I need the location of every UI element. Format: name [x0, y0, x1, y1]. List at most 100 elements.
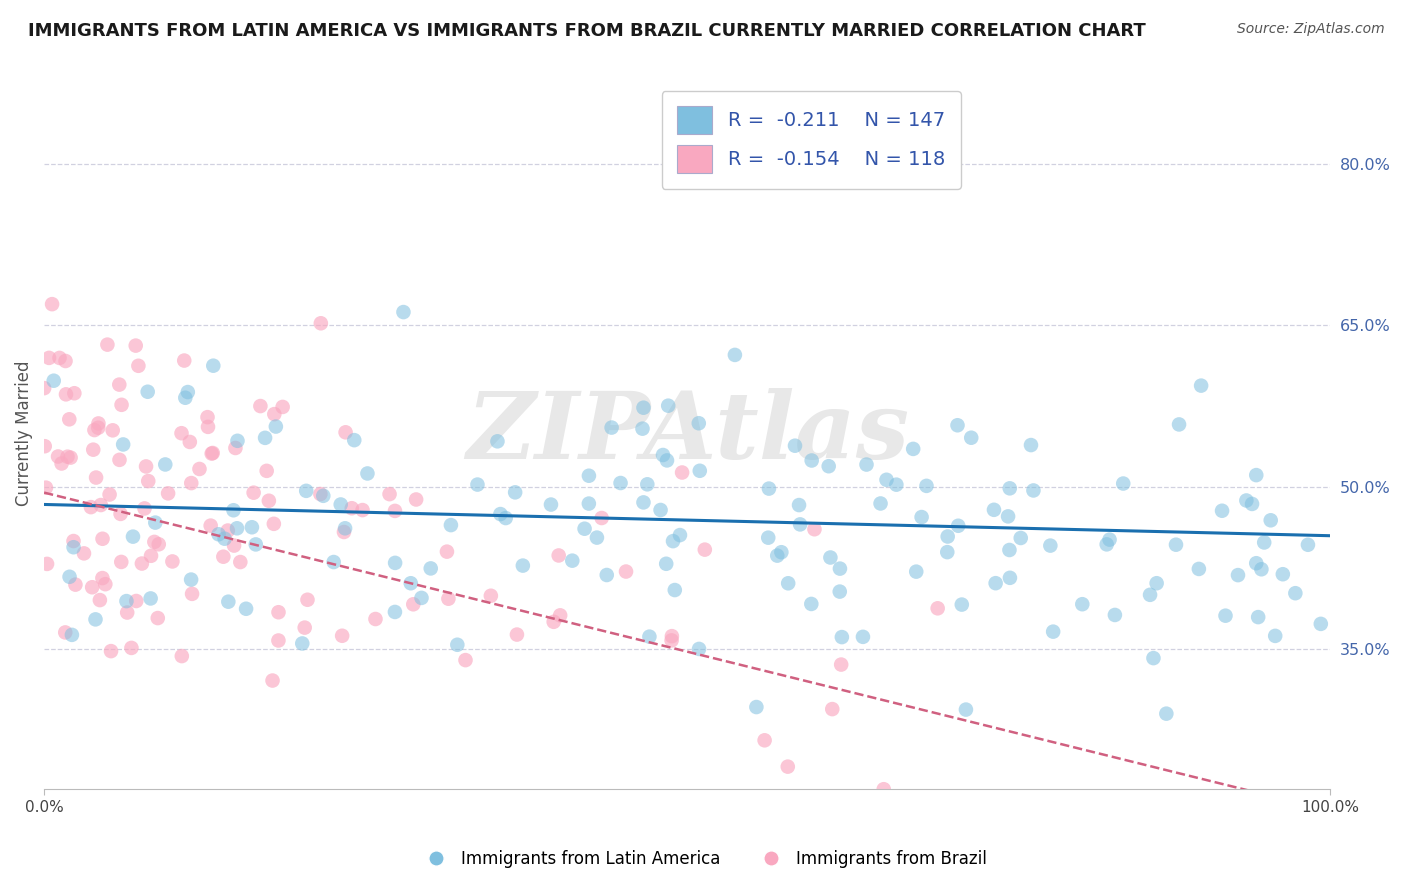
Point	[226, 434, 249, 448]
Point	[125, 594, 148, 608]
Point	[65, 577, 87, 591]
Point	[84, 470, 107, 484]
Point	[96, 337, 118, 351]
Point	[1246, 468, 1268, 483]
Point	[125, 338, 148, 352]
Point	[1253, 535, 1275, 549]
Point	[148, 537, 170, 551]
Point	[59, 450, 82, 465]
Point	[55, 354, 77, 368]
Point	[35, 481, 58, 495]
Point	[58, 570, 80, 584]
Point	[110, 555, 132, 569]
Point	[828, 561, 851, 575]
Point	[983, 503, 1005, 517]
Point	[661, 633, 683, 648]
Point	[669, 528, 692, 542]
Point	[188, 462, 211, 476]
Point	[262, 673, 284, 688]
Point	[436, 544, 458, 558]
Point	[783, 439, 806, 453]
Point	[83, 423, 105, 437]
Point	[46, 450, 69, 464]
Point	[399, 576, 422, 591]
Point	[295, 483, 318, 498]
Point	[256, 464, 278, 478]
Point	[1244, 556, 1267, 570]
Point	[384, 504, 406, 518]
Point	[330, 629, 353, 643]
Point	[84, 612, 107, 626]
Point	[873, 782, 896, 797]
Point	[638, 630, 661, 644]
Point	[655, 453, 678, 467]
Point	[661, 629, 683, 643]
Point	[1168, 417, 1191, 432]
Point	[267, 605, 290, 619]
Point	[633, 401, 655, 415]
Point	[1296, 538, 1319, 552]
Point	[51, 457, 73, 471]
Point	[170, 649, 193, 664]
Point	[869, 496, 891, 510]
Point	[664, 582, 686, 597]
Point	[543, 615, 565, 629]
Point	[392, 305, 415, 319]
Point	[222, 503, 245, 517]
Point	[136, 474, 159, 488]
Point	[94, 577, 117, 591]
Point	[778, 576, 800, 591]
Point	[512, 558, 534, 573]
Point	[134, 501, 156, 516]
Point	[90, 498, 112, 512]
Point	[207, 527, 229, 541]
Point	[294, 621, 316, 635]
Point	[131, 557, 153, 571]
Point	[201, 446, 224, 460]
Point	[87, 417, 110, 431]
Point	[486, 434, 509, 449]
Point	[758, 482, 780, 496]
Point	[202, 359, 225, 373]
Point	[766, 549, 789, 563]
Point	[578, 468, 600, 483]
Point	[101, 423, 124, 437]
Point	[1164, 538, 1187, 552]
Point	[479, 589, 502, 603]
Point	[831, 630, 853, 644]
Point	[212, 549, 235, 564]
Point	[405, 492, 427, 507]
Point	[910, 510, 932, 524]
Point	[1156, 706, 1178, 721]
Point	[506, 627, 529, 641]
Point	[1019, 438, 1042, 452]
Point	[56, 450, 79, 464]
Point	[197, 420, 219, 434]
Point	[1146, 576, 1168, 591]
Point	[631, 422, 654, 436]
Point	[240, 520, 263, 534]
Point	[35, 557, 58, 571]
Point	[110, 398, 132, 412]
Point	[671, 466, 693, 480]
Y-axis label: Currently Married: Currently Married	[15, 360, 32, 506]
Legend: Immigrants from Latin America, Immigrants from Brazil: Immigrants from Latin America, Immigrant…	[413, 844, 993, 875]
Point	[174, 391, 197, 405]
Point	[652, 448, 675, 462]
Point	[98, 487, 121, 501]
Point	[803, 522, 825, 536]
Point	[1284, 586, 1306, 600]
Point	[998, 481, 1021, 495]
Point	[650, 503, 672, 517]
Point	[1189, 378, 1212, 392]
Point	[122, 530, 145, 544]
Point	[876, 473, 898, 487]
Point	[384, 605, 406, 619]
Point	[1010, 531, 1032, 545]
Point	[263, 516, 285, 531]
Point	[1098, 533, 1121, 547]
Point	[173, 353, 195, 368]
Point	[226, 521, 249, 535]
Point	[446, 638, 468, 652]
Point	[100, 644, 122, 658]
